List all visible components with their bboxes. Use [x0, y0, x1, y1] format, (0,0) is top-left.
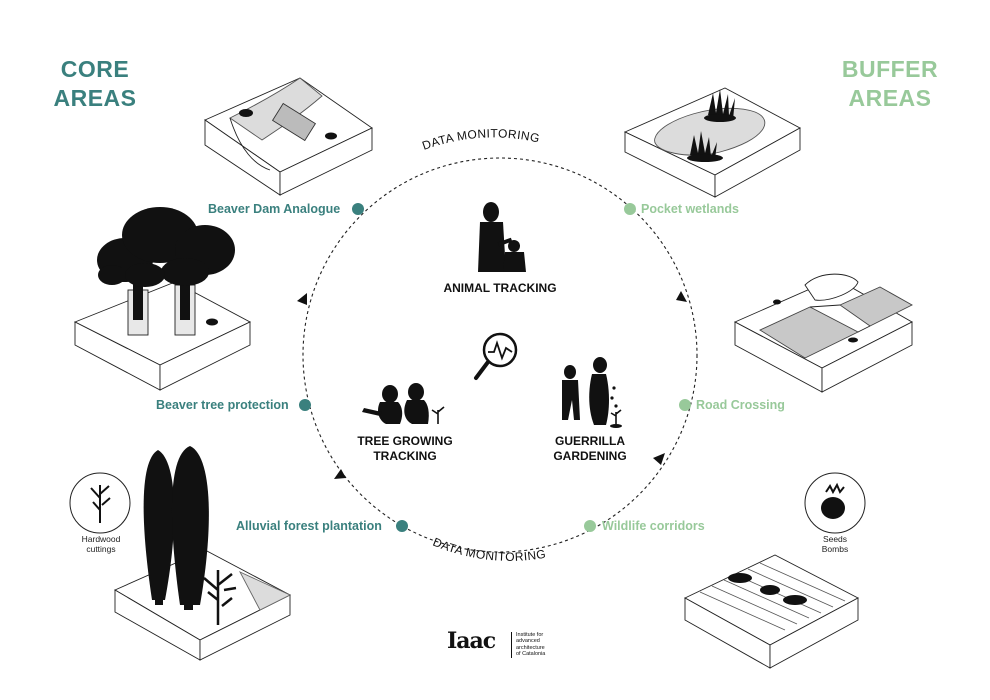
core-title-line1: CORE AREAS	[53, 56, 137, 111]
road-crossing-illustration	[733, 273, 913, 393]
logo-text: Institute for advanced architecture of C…	[516, 632, 546, 657]
alluvial-forest-illustration	[69, 446, 292, 661]
animal-tracking-icon	[478, 202, 526, 272]
cycle-arrow-right-bottom	[653, 453, 665, 465]
label-beaver-tree: Beaver tree protection	[156, 398, 289, 412]
node-beaver-dam	[352, 203, 364, 215]
cycle-arrow-right-top	[676, 291, 687, 302]
node-road-crossing	[679, 399, 691, 411]
logo-divider	[511, 632, 512, 658]
iaac-logo: Iaac	[447, 628, 496, 654]
buffer-title-line1: BUFFER AREAS	[841, 56, 939, 111]
core-nodes	[299, 203, 408, 532]
buffer-nodes	[584, 203, 691, 532]
label-road-crossing: Road Crossing	[696, 398, 785, 412]
label-beaver-dam: Beaver Dam Analogue	[208, 202, 341, 216]
monitoring-label-bottom: DATA MONITORING	[431, 535, 547, 564]
node-pocket-wetlands	[624, 203, 636, 215]
cycle-arrow-left-bottom	[334, 469, 346, 479]
node-beaver-tree	[299, 399, 311, 411]
label-tree-growing: TREE GROWING TRACKING	[357, 434, 453, 463]
label-wildlife: Wildlife corridors	[602, 519, 705, 533]
caption-hardwood: Hardwood cuttings	[81, 534, 121, 554]
cycle-arrow-left-top	[297, 293, 307, 305]
caption-seeds: Seeds Bombs	[821, 534, 849, 554]
beaver-dam-illustration	[204, 77, 373, 196]
tree-growing-icon	[362, 383, 445, 424]
label-guerrilla: GUERRILLA GARDENING	[553, 434, 627, 463]
guerrilla-gardening-icon	[562, 357, 622, 428]
node-alluvial	[396, 520, 408, 532]
magnifier-signal-icon	[474, 332, 518, 380]
label-animal-tracking: ANIMAL TRACKING	[443, 281, 557, 295]
node-wildlife	[584, 520, 596, 532]
pocket-wetlands-illustration	[623, 87, 801, 198]
wildlife-corridors-illustration	[684, 472, 866, 669]
beaver-tree-illustration	[73, 207, 251, 391]
svg-text:DATA MONITORING: DATA MONITORING	[431, 535, 547, 564]
svg-text:DATA MONITORING: DATA MONITORING	[420, 126, 541, 152]
monitoring-label-top: DATA MONITORING	[420, 126, 540, 152]
label-alluvial: Alluvial forest plantation	[236, 519, 382, 533]
label-pocket-wetlands: Pocket wetlands	[641, 202, 739, 216]
